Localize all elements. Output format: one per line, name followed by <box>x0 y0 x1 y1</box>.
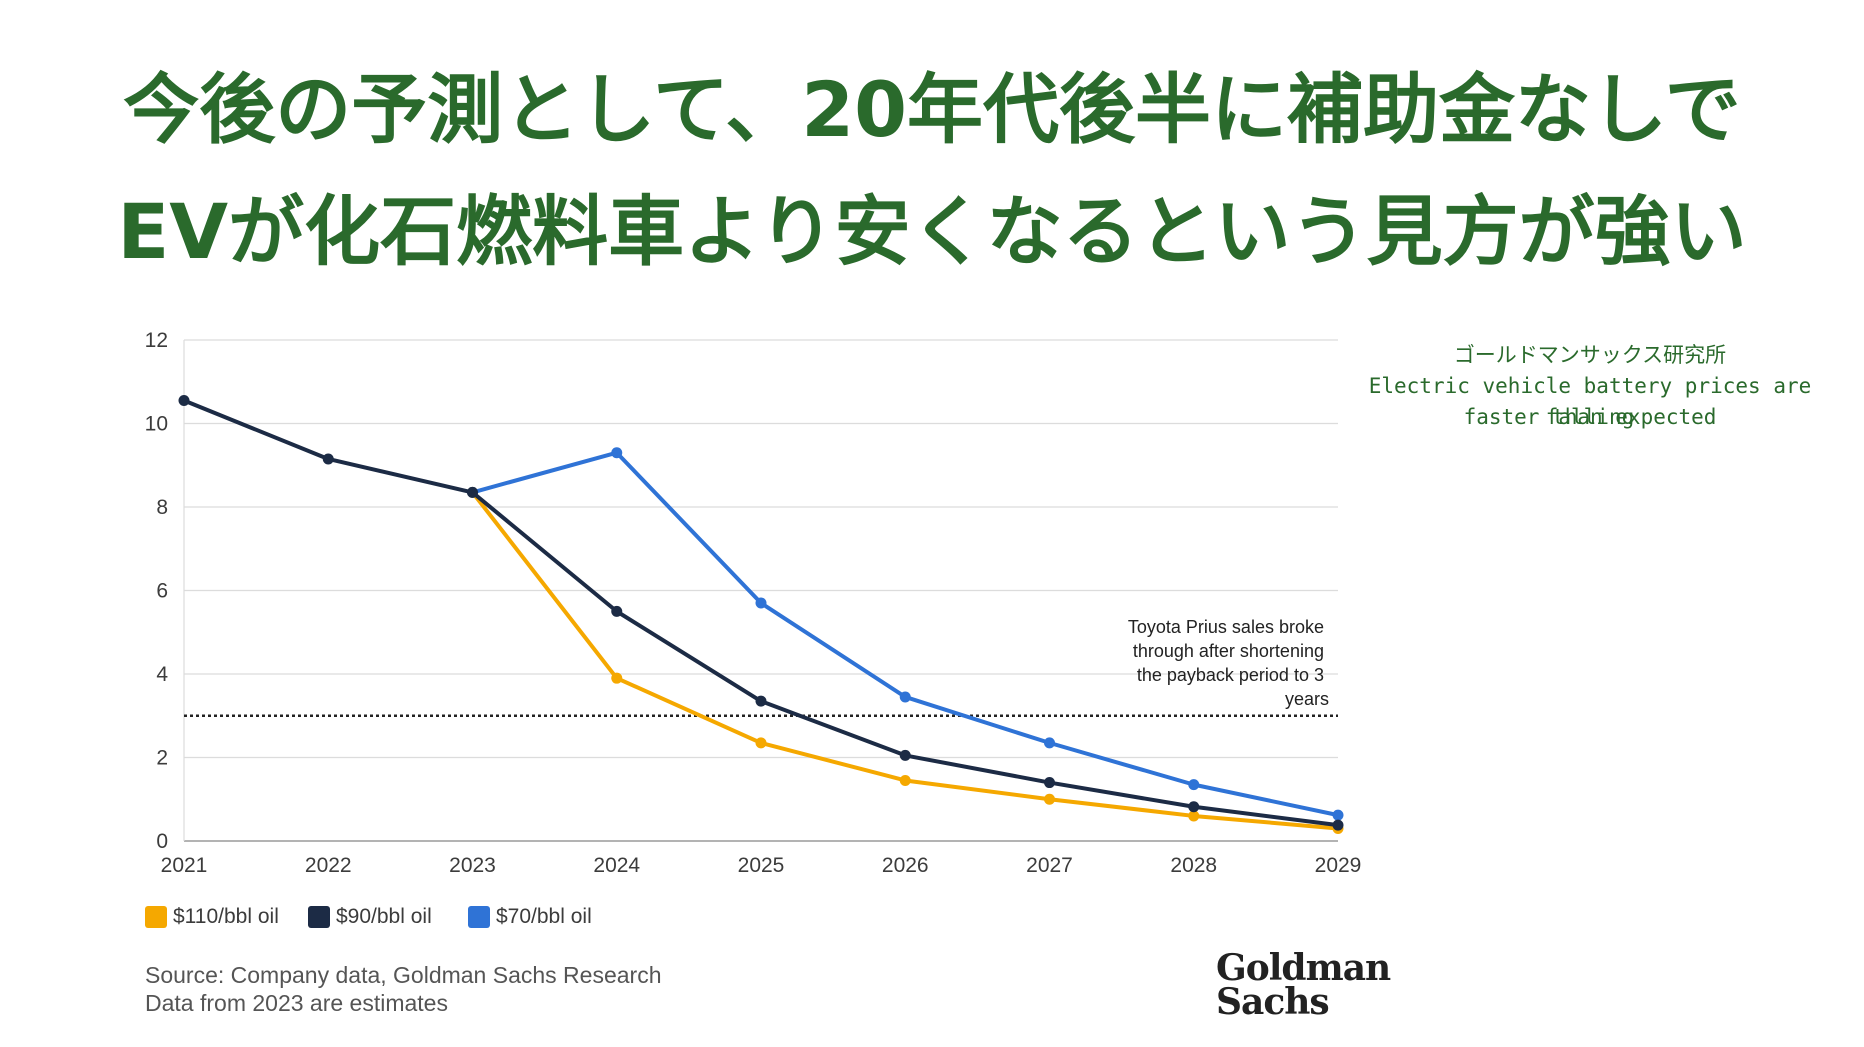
data-point <box>1188 810 1200 822</box>
legend-label-70: $70/bbl oil <box>496 905 592 928</box>
data-point <box>611 447 623 459</box>
reference-label-line-3: the payback period to 3 <box>1137 665 1324 685</box>
legend-swatch-110 <box>145 906 167 928</box>
reference-label-line-4: years <box>1285 689 1329 709</box>
legend-item-110: $110/bbl oil <box>145 903 279 931</box>
data-point <box>899 691 911 703</box>
note-line-3: faster than expected <box>1463 405 1717 429</box>
data-point <box>1044 777 1055 789</box>
data-point <box>755 597 767 609</box>
x-tick-label: 2026 <box>882 854 929 877</box>
data-point <box>1044 793 1055 805</box>
data-point <box>178 395 190 407</box>
note-line-2: Electric vehicle battery prices are fall… <box>1368 374 1812 429</box>
y-tick-label: 10 <box>145 413 168 436</box>
source-note: Source: Company data, Goldman Sachs Rese… <box>145 962 662 988</box>
y-tick-label: 0 <box>156 830 168 853</box>
legend-swatch-90 <box>308 906 330 928</box>
data-point <box>755 737 767 749</box>
data-point <box>611 605 623 617</box>
y-tick-label: 6 <box>156 580 168 603</box>
series-line-1 <box>183 398 1339 828</box>
data-point <box>1332 809 1344 821</box>
legend-item-70: $70/bbl oil <box>468 903 592 931</box>
headline-line-2: EVが化石燃料車より安くなるという見方が強い <box>117 187 1747 276</box>
legend-item-90: $90/bbl oil <box>308 903 432 931</box>
goldman-sachs-logo-line-2: Sachs <box>1216 981 1330 1023</box>
data-point <box>1188 779 1200 791</box>
data-point <box>611 672 623 684</box>
goldman-sachs-logo-line-1: Goldman <box>1216 947 1391 989</box>
series-layer <box>178 395 1344 834</box>
estimate-note: Data from 2023 are estimates <box>145 990 448 1016</box>
y-tick-label: 2 <box>156 747 168 770</box>
x-tick-label: 2028 <box>1170 854 1217 877</box>
headline-line-1: 今後の予測として、20年代後半に補助金なしで <box>123 65 1741 154</box>
data-point <box>1188 801 1200 813</box>
data-point <box>322 453 334 465</box>
data-point <box>1044 737 1055 749</box>
x-tick-label: 2027 <box>1026 854 1073 877</box>
legend-label-110: $110/bbl oil <box>173 905 279 928</box>
data-point <box>755 695 767 707</box>
grid-lines <box>183 339 1338 842</box>
reference-line-label: Toyota Prius sales broke through after s… <box>1128 617 1329 709</box>
x-tick-labels: 2021 2022 2023 2024 2025 2026 2027 2028 2029 <box>161 854 1362 877</box>
x-tick-label: 2023 <box>449 854 496 877</box>
y-tick-label: 4 <box>156 663 168 686</box>
reference-label-line-1: Toyota Prius sales broke <box>1128 617 1324 637</box>
data-point <box>1332 819 1344 831</box>
x-tick-label: 2029 <box>1315 854 1362 877</box>
y-tick-labels: 0 2 4 6 8 10 12 <box>145 329 169 853</box>
y-tick-label: 12 <box>145 329 168 352</box>
data-point <box>899 774 911 786</box>
x-tick-label: 2022 <box>305 854 352 877</box>
reference-label-line-2: through after shortening <box>1133 641 1324 661</box>
legend-swatch-70 <box>468 906 490 928</box>
data-point <box>899 749 911 761</box>
x-tick-label: 2021 <box>161 854 208 877</box>
x-tick-label: 2025 <box>738 854 785 877</box>
x-tick-label: 2024 <box>593 854 640 877</box>
note-source-institute: ゴールドマンサックス研究所 <box>1453 343 1727 367</box>
data-point <box>467 486 478 498</box>
legend-label-90: $90/bbl oil <box>336 905 432 928</box>
y-tick-label: 8 <box>156 496 168 519</box>
